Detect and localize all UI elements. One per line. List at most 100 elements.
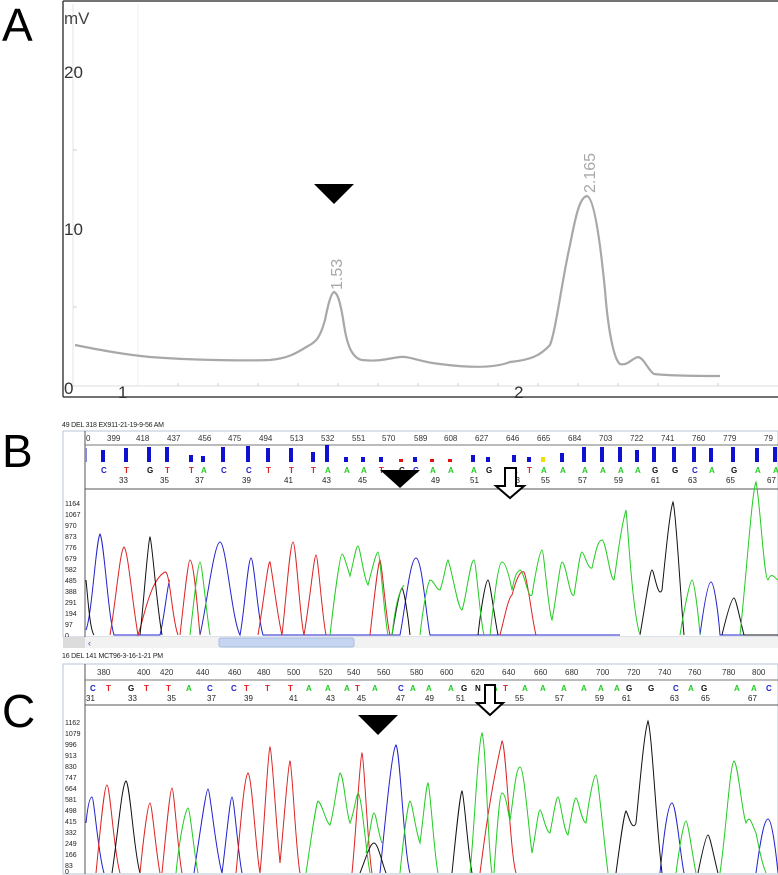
svg-text:475: 475	[228, 434, 242, 443]
svg-text:627: 627	[475, 434, 489, 443]
panel-c-chromatogram: 380 400 420 440 460 480 500 520 540 560 580 600 …	[62, 663, 778, 875]
svg-text:T: T	[503, 684, 508, 693]
svg-text:A: A	[430, 466, 436, 475]
svg-text:498: 498	[65, 808, 77, 815]
svg-text:540: 540	[347, 668, 361, 677]
svg-text:31: 31	[86, 694, 95, 703]
svg-text:0: 0	[65, 633, 69, 640]
svg-text:G: G	[701, 684, 707, 693]
svg-text:460: 460	[228, 668, 242, 677]
svg-text:0: 0	[65, 869, 69, 875]
svg-text:G: G	[731, 466, 737, 475]
svg-text:418: 418	[136, 434, 150, 443]
svg-text:A: A	[688, 684, 694, 693]
svg-text:C: C	[692, 466, 698, 475]
svg-text:A: A	[560, 466, 566, 475]
svg-text:520: 520	[319, 668, 333, 677]
scrollbar-thumb[interactable]	[218, 637, 355, 648]
svg-text:67: 67	[767, 476, 776, 485]
svg-text:500: 500	[287, 668, 301, 677]
svg-text:996: 996	[65, 742, 77, 749]
svg-text:166: 166	[65, 852, 77, 859]
svg-text:513: 513	[290, 434, 304, 443]
svg-text:332: 332	[65, 830, 77, 837]
svg-text:G: G	[648, 684, 654, 693]
y-tick-20: 20	[64, 63, 83, 82]
svg-text:C: C	[221, 466, 227, 475]
svg-text:37: 37	[195, 476, 204, 485]
svg-text:A: A	[755, 466, 761, 475]
svg-text:T: T	[266, 466, 271, 475]
svg-text:T: T	[124, 466, 129, 475]
svg-text:33: 33	[119, 476, 128, 485]
svg-text:760: 760	[692, 434, 706, 443]
y-axis-unit: mV	[64, 9, 90, 28]
svg-text:1162: 1162	[65, 720, 80, 727]
svg-text:747: 747	[65, 775, 77, 782]
svg-text:440: 440	[196, 668, 210, 677]
svg-text:C: C	[207, 684, 213, 693]
svg-text:780: 780	[722, 668, 736, 677]
scan-position-ruler: 0 399 418 437 456 475 494 513 532 551 570 589 60…	[86, 434, 773, 443]
svg-text:646: 646	[506, 434, 520, 443]
svg-text:970: 970	[65, 523, 77, 530]
x-tick-1: 1	[118, 383, 127, 400]
svg-text:T: T	[288, 684, 293, 693]
svg-text:581: 581	[65, 797, 77, 804]
svg-text:720: 720	[627, 668, 641, 677]
svg-text:T: T	[166, 684, 171, 693]
svg-text:T: T	[189, 466, 194, 475]
svg-text:65: 65	[701, 694, 710, 703]
svg-text:760: 760	[688, 668, 702, 677]
marker-triangle-icon	[314, 184, 354, 204]
svg-text:G: G	[486, 466, 492, 475]
svg-text:59: 59	[595, 694, 604, 703]
svg-text:G: G	[147, 466, 153, 475]
svg-text:39: 39	[242, 476, 251, 485]
scroll-left-arrow-icon[interactable]: ‹	[88, 638, 91, 648]
svg-text:485: 485	[65, 578, 77, 585]
svg-text:47: 47	[396, 694, 405, 703]
panel-a-label: A	[2, 0, 33, 51]
marker-triangle-icon	[380, 470, 420, 488]
svg-text:43: 43	[326, 694, 335, 703]
svg-text:49: 49	[425, 694, 434, 703]
chromatogram-traces	[85, 719, 778, 874]
svg-text:T: T	[355, 684, 360, 693]
svg-text:A: A	[773, 466, 778, 475]
svg-text:740: 740	[658, 668, 672, 677]
svg-text:A: A	[600, 466, 606, 475]
svg-text:51: 51	[470, 476, 479, 485]
svg-text:A: A	[541, 466, 547, 475]
svg-text:779: 779	[723, 434, 737, 443]
svg-text:684: 684	[568, 434, 582, 443]
svg-text:291: 291	[65, 600, 77, 607]
svg-text:608: 608	[444, 434, 458, 443]
svg-text:C: C	[246, 466, 252, 475]
svg-text:A: A	[448, 684, 454, 693]
svg-text:399: 399	[107, 434, 121, 443]
svg-text:A: A	[540, 684, 546, 693]
svg-text:43: 43	[322, 476, 331, 485]
svg-text:380: 380	[97, 668, 111, 677]
svg-text:55: 55	[541, 476, 550, 485]
svg-text:A: A	[581, 684, 587, 693]
svg-text:0: 0	[86, 434, 91, 443]
scan-position-ruler: 380 400 420 440 460 480 500 520 540 560 580 600 …	[97, 668, 766, 677]
svg-text:A: A	[471, 466, 477, 475]
svg-text:830: 830	[65, 764, 77, 771]
svg-text:437: 437	[167, 434, 181, 443]
svg-text:C: C	[766, 684, 772, 693]
marker-triangle-icon	[358, 715, 398, 735]
hollow-down-arrow-icon	[474, 684, 506, 717]
svg-text:A: A	[598, 684, 604, 693]
svg-text:494: 494	[259, 434, 273, 443]
svg-text:G: G	[652, 466, 658, 475]
svg-text:45: 45	[358, 476, 367, 485]
hollow-down-arrow-icon	[493, 467, 527, 500]
svg-text:41: 41	[289, 694, 298, 703]
svg-text:A: A	[186, 684, 192, 693]
svg-text:G: G	[128, 684, 134, 693]
svg-text:T: T	[165, 466, 170, 475]
